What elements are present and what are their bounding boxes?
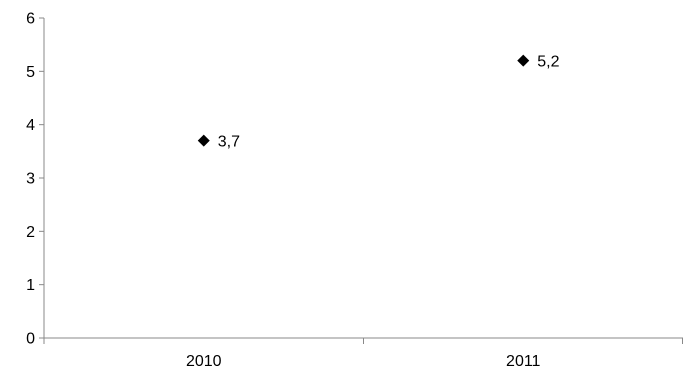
y-tick-label: 5 (26, 64, 35, 81)
y-tick-label: 0 (26, 331, 35, 348)
data-marks: 3,7 5,2 (197, 54, 560, 151)
y-tick-label: 1 (26, 277, 35, 294)
y-tick-label: 3 (26, 171, 35, 188)
y-tick-label: 2 (26, 224, 35, 241)
data-label-2010: 3,7 (218, 134, 240, 151)
x-tick-label: 2010 (186, 353, 222, 370)
y-axis: 0 1 2 3 4 5 6 (26, 11, 45, 348)
y-tick-label: 6 (26, 11, 35, 28)
x-tick-label: 2011 (506, 353, 541, 370)
data-point-2011 (517, 54, 530, 67)
y-tick-label: 4 (26, 117, 35, 134)
data-point-2010 (197, 134, 210, 147)
x-axis: 2010 2011 (43, 337, 683, 370)
data-label-2011: 5,2 (537, 54, 559, 71)
